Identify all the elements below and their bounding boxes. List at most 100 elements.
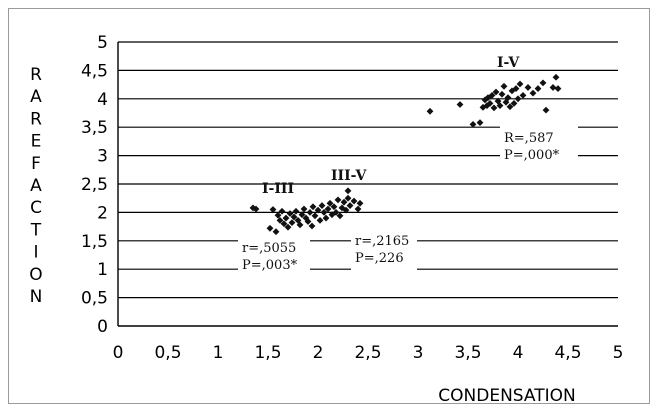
stat-boxes: r=,5055 P=,003* r=,2165 P=,226 R=,587 P=,000* [238,126,578,280]
data-point [504,94,512,102]
data-point [280,220,288,228]
y-axis-label-letter: T [30,220,42,240]
data-point [508,87,516,95]
stat-text: r=,2165 [355,234,409,249]
x-tick-label: 0,5 [154,343,181,363]
x-tick-label: 5 [613,343,624,363]
data-point [552,73,560,81]
data-point [316,216,324,224]
data-point [356,199,364,207]
data-point [488,91,496,99]
x-tick-label: 2 [313,343,324,363]
x-tick-label: 4,5 [554,343,581,363]
data-point [318,202,326,209]
data-point [510,99,518,107]
stat-box [500,126,578,170]
x-tick-label: 2,5 [354,343,381,363]
y-axis-label-letter: F [31,154,41,174]
data-point [516,80,524,88]
data-point [494,97,502,105]
y-tick-label: 3,5 [81,118,108,138]
y-tick-label: 0 [97,317,108,337]
stat-box [238,236,310,280]
y-axis-label-letter: A [30,176,42,196]
y-tick-label: 1,5 [81,232,108,252]
data-points [249,73,562,236]
data-point [302,214,310,222]
data-point [554,85,562,92]
data-point [322,214,330,222]
data-point [519,91,527,99]
data-point [306,209,314,216]
data-point [469,120,477,128]
data-point [330,203,338,211]
gridlines [118,41,618,299]
x-tick-label: 0 [113,343,124,363]
group-label: III-V [331,168,367,184]
data-point [314,206,322,214]
y-tick-label: 0,5 [81,289,108,309]
x-axis-label: CONDENSATION [438,386,575,406]
data-point [294,216,302,224]
data-point [286,210,294,217]
y-axis-label-letter: A [30,87,42,107]
data-point [266,224,274,232]
data-point [483,102,491,110]
data-point [456,101,464,108]
x-tick-label: 1,5 [254,343,281,363]
data-point [498,90,506,98]
data-point [476,119,484,127]
data-point [252,205,260,213]
y-tick-label: 1 [97,260,108,280]
data-point [486,99,494,107]
data-point [342,206,350,214]
data-point [524,84,532,91]
data-point [324,205,332,213]
y-tick-label: 4 [97,90,108,110]
y-axis-label-letter: C [30,198,42,218]
data-point [282,214,290,222]
y-axis-label-letter: N [30,287,43,307]
data-point [496,102,504,110]
stat-text: P=,003* [242,258,298,273]
data-point [490,104,498,112]
data-point [311,212,319,220]
stat-text: P=,226 [355,251,404,266]
x-tick-label: 3 [413,343,424,363]
y-axis-label-letter: O [29,265,42,285]
data-point [304,218,312,225]
data-point [542,106,550,114]
data-point [346,202,354,209]
data-point [549,84,557,91]
data-point [332,209,340,216]
data-point [296,221,304,229]
y-axis-label-letter: E [31,132,42,152]
data-point [344,194,352,202]
data-point [272,228,280,236]
data-point [506,103,514,111]
x-tick-labels: 0 0,5 1 1,5 2 2,5 3 3,5 4 4,5 5 [113,343,624,363]
y-tick-label: 2,5 [81,175,108,195]
data-point [336,212,344,220]
y-axis-label-letter: R [30,65,42,85]
data-point [274,211,282,219]
data-point [481,96,489,104]
data-point [292,207,300,215]
group-label: I-V [497,55,520,71]
data-point [334,196,342,204]
data-point [284,223,292,231]
data-point [529,89,537,97]
x-tick-label: 4 [513,343,524,363]
y-axis-label-letter: R [30,109,42,129]
data-point [300,205,308,213]
axes [117,42,618,327]
data-point [338,204,346,212]
y-tick-labels: 0 0,5 1 1,5 2 2,5 3 3,5 4 4,5 5 [81,33,108,337]
data-point [320,209,328,216]
data-point [269,206,277,213]
data-point [344,187,352,195]
group-label: I-III [262,181,294,197]
y-tick-label: 5 [97,33,108,53]
